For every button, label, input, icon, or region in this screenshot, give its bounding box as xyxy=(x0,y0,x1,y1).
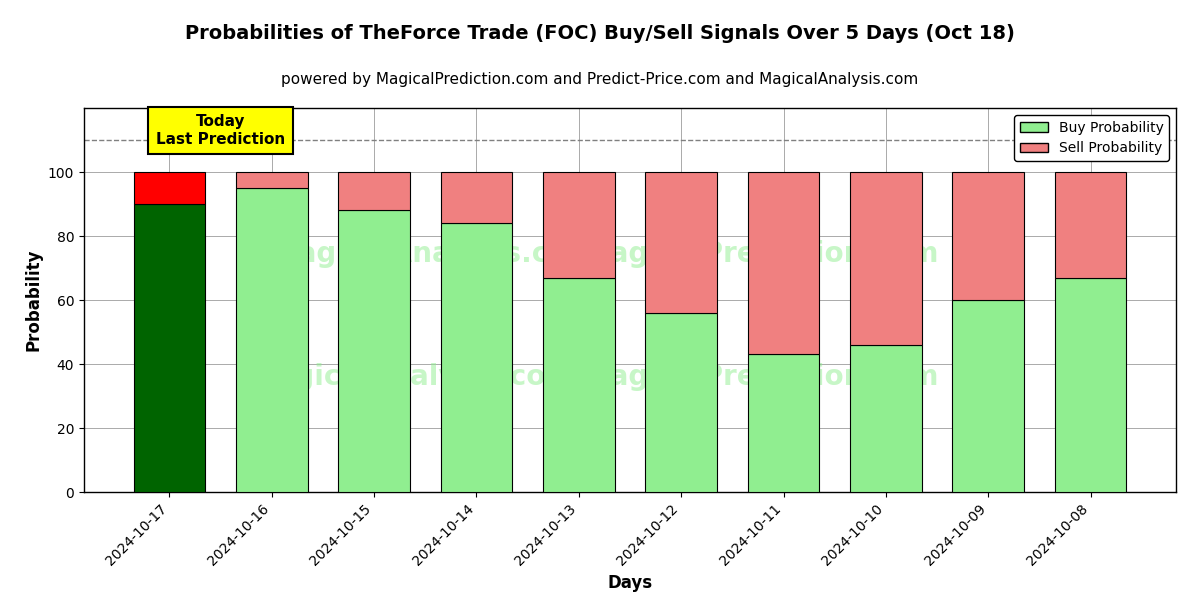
Bar xyxy=(338,172,410,211)
Bar xyxy=(544,278,614,492)
Bar xyxy=(646,313,716,492)
Bar xyxy=(338,211,410,492)
Bar xyxy=(748,355,820,492)
Y-axis label: Probability: Probability xyxy=(24,249,42,351)
Bar xyxy=(236,172,307,188)
Bar xyxy=(748,172,820,355)
Text: powered by MagicalPrediction.com and Predict-Price.com and MagicalAnalysis.com: powered by MagicalPrediction.com and Pre… xyxy=(281,72,919,87)
Bar xyxy=(953,300,1024,492)
Bar xyxy=(133,172,205,204)
Bar xyxy=(646,172,716,313)
Bar xyxy=(440,223,512,492)
Bar xyxy=(953,172,1024,300)
Bar xyxy=(1055,172,1127,278)
X-axis label: Days: Days xyxy=(607,574,653,592)
Bar xyxy=(133,204,205,492)
Bar xyxy=(440,172,512,223)
Text: Today
Last Prediction: Today Last Prediction xyxy=(156,114,286,146)
Text: Probabilities of TheForce Trade (FOC) Buy/Sell Signals Over 5 Days (Oct 18): Probabilities of TheForce Trade (FOC) Bu… xyxy=(185,24,1015,43)
Legend: Buy Probability, Sell Probability: Buy Probability, Sell Probability xyxy=(1014,115,1169,161)
Text: MagicalAnalysis.com: MagicalAnalysis.com xyxy=(248,363,575,391)
Text: MagicalAnalysis.com: MagicalAnalysis.com xyxy=(270,240,596,268)
Bar xyxy=(544,172,614,278)
Bar xyxy=(850,172,922,345)
Bar xyxy=(236,188,307,492)
Text: MagicalPrediction.com: MagicalPrediction.com xyxy=(583,363,940,391)
Bar xyxy=(1055,278,1127,492)
Bar xyxy=(850,345,922,492)
Text: MagicalPrediction.com: MagicalPrediction.com xyxy=(583,240,940,268)
